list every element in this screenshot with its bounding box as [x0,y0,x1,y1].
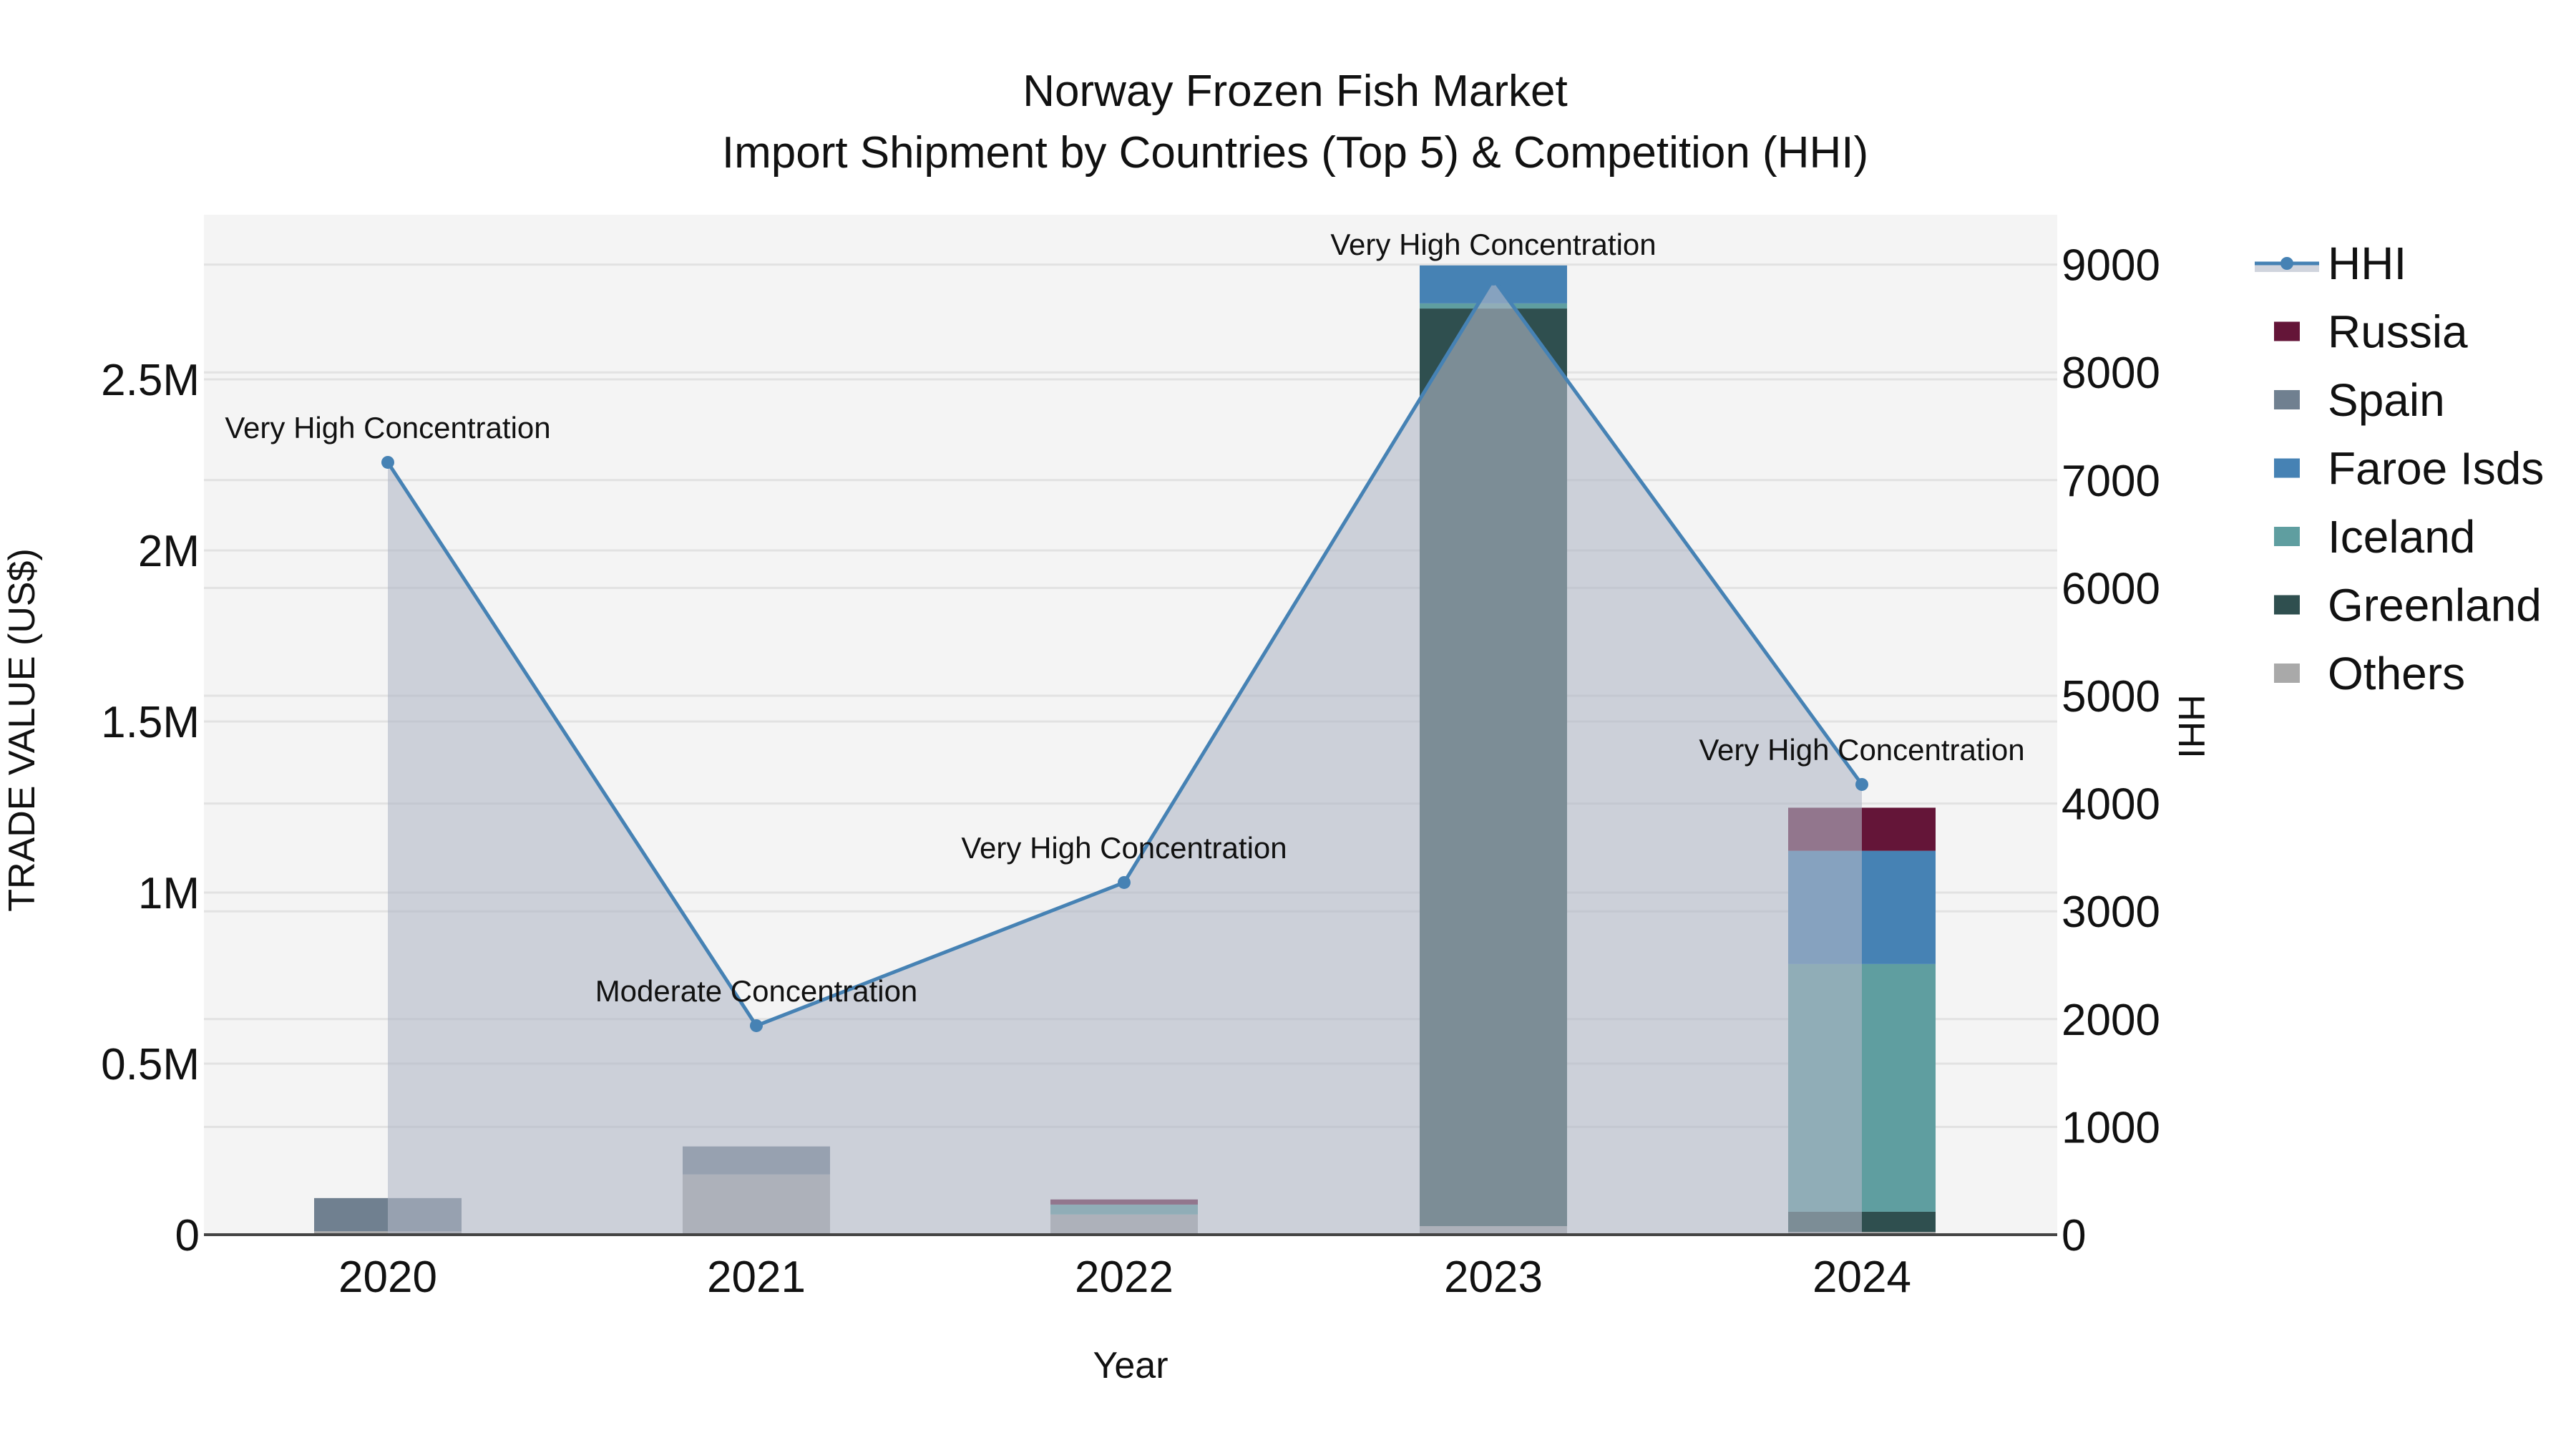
x-tick-label: 2024 [1813,1253,1911,1302]
hhi-marker-2021[interactable] [750,1019,763,1032]
x-axis-label: Year [1093,1345,1168,1386]
hhi-line-series: Very High Concentration Moderate Concentr… [225,228,2025,1235]
y2-tick-label: 9000 [2062,241,2160,291]
legend: HHI Russia Spain Faroe Isds Iceland Greenland… [2255,238,2544,699]
hhi-annotation: Very High Concentration [1330,228,1656,261]
hhi-marker-2020[interactable] [381,455,394,469]
legend-item-hhi[interactable]: HHI [2255,238,2406,289]
legend-item-iceland[interactable]: Iceland [2274,511,2475,563]
legend-color-swatch-icon [2274,458,2300,478]
legend-item-faroe-isds[interactable]: Faroe Isds [2274,443,2544,495]
x-tick-label: 2020 [338,1253,437,1302]
chart-title: Norway Frozen Fish Market [1023,67,1567,116]
legend-label: Faroe Isds [2328,443,2544,495]
legend-label: HHI [2328,238,2406,289]
hhi-marker-2024[interactable] [1855,777,1868,791]
hhi-annotation: Very High Concentration [1699,733,2024,767]
legend-item-russia[interactable]: Russia [2274,306,2468,358]
y2-tick-label: 2000 [2062,996,2160,1045]
y-tick-label: 1M [138,869,200,918]
hhi-annotation: Moderate Concentration [595,974,918,1008]
y2-tick-label: 5000 [2062,672,2160,721]
y2-tick-label: 1000 [2062,1103,2160,1152]
hhi-area-fill [388,278,1862,1235]
hhi-annotation: Very High Concentration [961,831,1287,865]
legend-label: Russia [2328,306,2468,358]
legend-color-swatch-icon [2274,390,2300,409]
hhi-marker-2023[interactable] [1487,272,1500,286]
legend-color-swatch-icon [2274,664,2300,683]
legend-color-swatch-icon [2274,321,2300,341]
y2-tick-label: 3000 [2062,888,2160,937]
y-tick-label: 1.5M [101,698,200,747]
legend-item-greenland[interactable]: Greenland [2274,580,2542,631]
legend-label: Others [2328,648,2465,699]
x-tick-label: 2022 [1075,1253,1174,1302]
legend-item-spain[interactable]: Spain [2274,374,2445,426]
legend-color-swatch-icon [2274,527,2300,546]
hhi-annotation: Very High Concentration [225,411,550,444]
y2-tick-label: 6000 [2062,564,2160,613]
chart-subtitle: Import Shipment by Countries (Top 5) & C… [722,128,1868,178]
y2-tick-label: 0 [2062,1211,2086,1260]
y-axis-label: TRADE VALUE (US$) [1,548,43,912]
y-axis-ticks: 0 0.5M 1M 1.5M 2M 2.5M [101,356,200,1260]
legend-item-others[interactable]: Others [2274,648,2465,699]
y2-tick-label: 4000 [2062,780,2160,830]
x-tick-label: 2021 [707,1253,806,1302]
y-tick-label: 0 [175,1211,200,1260]
legend-label: Spain [2328,374,2445,426]
y-tick-label: 0.5M [101,1040,200,1089]
legend-color-swatch-icon [2274,595,2300,615]
y-tick-label: 2M [138,527,200,576]
legend-label: Greenland [2328,580,2542,631]
legend-label: Iceland [2328,511,2475,563]
y2-tick-label: 7000 [2062,457,2160,506]
y2-axis-ticks: 0 1000 2000 3000 4000 5000 6000 7000 8000 9000 [2062,241,2160,1260]
y2-tick-label: 8000 [2062,349,2160,398]
x-tick-label: 2023 [1444,1253,1543,1302]
chart-title-group: Norway Frozen Fish Market Import Shipmen… [722,67,1868,178]
y-tick-label: 2.5M [101,356,200,405]
legend-marker-icon [2280,257,2293,270]
x-axis-ticks: 2020 2021 2022 2023 2024 [338,1253,1911,1302]
hhi-marker-2022[interactable] [1118,875,1131,889]
y2-axis-label: HHI [2170,694,2212,759]
